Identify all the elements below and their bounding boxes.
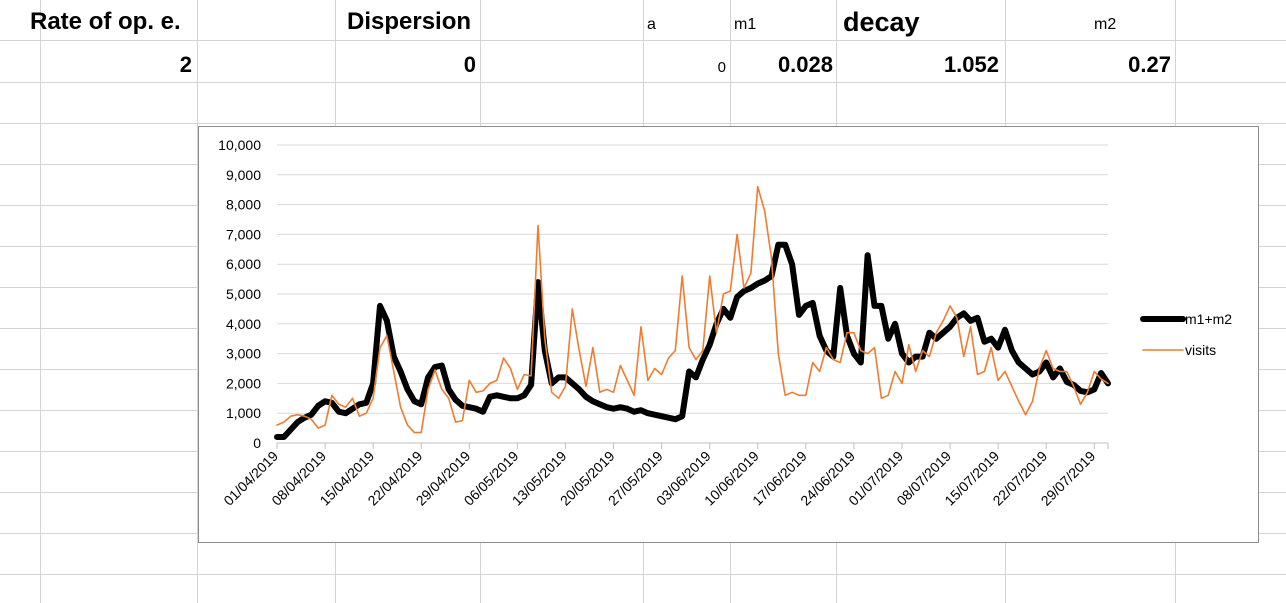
m2-value[interactable]: 0.27 — [1128, 52, 1171, 77]
y-tick-label: 6,000 — [226, 256, 261, 272]
line-chart[interactable]: 0 1,000 2,000 3,000 4,000 5,000 6,000 7,000 8,00… — [198, 126, 1259, 543]
m1-value[interactable]: 0.028 — [777, 52, 833, 77]
y-tick-label: 3,000 — [226, 346, 261, 362]
rate-value[interactable]: 2 — [179, 52, 192, 77]
y-tick-label: 0 — [253, 435, 261, 451]
dispersion-header: Dispersion — [347, 8, 472, 35]
y-tick-label: 4,000 — [226, 316, 261, 332]
a-header: a — [647, 16, 656, 33]
y-tick-label: 5,000 — [226, 286, 261, 302]
y-tick-label: 1,000 — [226, 405, 261, 421]
m1-header: m1 — [734, 16, 757, 33]
y-tick-label: 2,000 — [226, 375, 261, 391]
y-tick-label: 9,000 — [226, 167, 261, 183]
dispersion-value[interactable]: 0 — [463, 52, 476, 77]
rate-header: Rate of op. e. — [30, 8, 181, 35]
series-line-visits — [276, 185, 1109, 434]
y-tick-label: 7,000 — [226, 226, 261, 242]
y-tick-label: 8,000 — [226, 197, 261, 213]
decay-value[interactable]: 1.052 — [943, 52, 999, 77]
series-line-m1-m2 — [274, 241, 1111, 440]
decay-header: decay — [843, 7, 920, 37]
a-value[interactable]: 0 — [717, 59, 726, 76]
y-tick-label: 10,000 — [218, 137, 261, 153]
m2-header: m2 — [1094, 16, 1117, 33]
chart-plot: 0 1,000 2,000 3,000 4,000 5,000 6,000 7,000 8,00… — [218, 137, 1232, 509]
legend-label: visits — [1185, 342, 1216, 358]
legend-label: m1+m2 — [1185, 311, 1232, 327]
